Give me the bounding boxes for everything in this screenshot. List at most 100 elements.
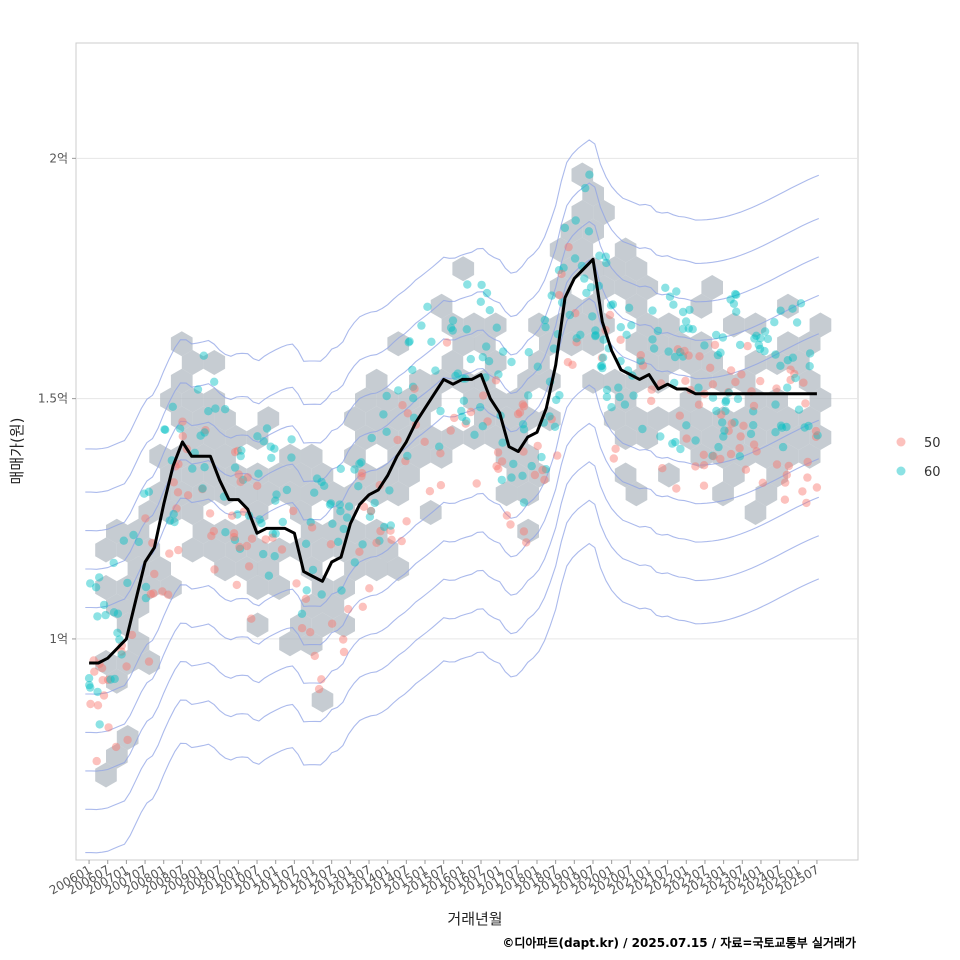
point-60 — [462, 325, 471, 334]
point-60 — [367, 433, 376, 443]
point-60 — [614, 383, 623, 392]
point-50 — [122, 662, 131, 671]
point-60 — [458, 412, 467, 422]
point-60 — [554, 266, 564, 275]
point-60 — [497, 475, 506, 485]
point-60 — [616, 323, 625, 332]
hexbin-cell — [614, 275, 637, 300]
hexbin-cell — [744, 312, 767, 338]
point-60 — [735, 452, 745, 461]
point-60 — [287, 453, 296, 462]
point-60 — [550, 422, 560, 431]
point-60 — [749, 407, 758, 416]
point-60 — [237, 446, 246, 455]
x-axis-title: 거래년월 — [447, 910, 502, 928]
hexbin-cell — [733, 406, 756, 432]
hexbin-cell — [723, 425, 745, 450]
point-50 — [513, 409, 523, 419]
point-60 — [86, 579, 95, 588]
point-60 — [576, 330, 585, 339]
point-50 — [699, 481, 709, 490]
hexbin-cell — [376, 387, 399, 413]
point-50 — [297, 624, 307, 633]
density-contour — [85, 182, 820, 493]
scatter-point-layer — [84, 170, 822, 766]
point-60 — [271, 496, 280, 505]
point-50 — [675, 411, 684, 420]
point-60 — [805, 362, 814, 371]
point-60 — [760, 346, 769, 356]
point-60 — [596, 362, 606, 371]
point-50 — [790, 369, 799, 379]
hexbin-cell — [246, 612, 269, 638]
hexbin-cell — [430, 293, 453, 319]
point-60 — [582, 288, 591, 298]
hexbin-cell — [658, 312, 680, 338]
point-50 — [540, 475, 549, 484]
hexbin-cell — [441, 312, 464, 338]
point-50 — [680, 346, 689, 356]
point-50 — [149, 589, 158, 598]
point-50 — [557, 269, 566, 279]
point-60 — [792, 318, 802, 327]
hexbin-cell — [463, 387, 485, 413]
hexbin-cell — [636, 275, 659, 300]
point-60 — [113, 628, 122, 637]
y-axis: 1억 1.5억 2억 — [38, 151, 76, 646]
point-50 — [811, 432, 821, 441]
point-60 — [482, 342, 491, 351]
hexbin-cell — [365, 556, 388, 582]
hexbin-cell — [679, 350, 702, 375]
point-60 — [756, 334, 765, 343]
point-60 — [571, 216, 580, 225]
point-50 — [372, 538, 381, 547]
point-60 — [669, 300, 678, 309]
point-60 — [598, 353, 608, 362]
point-60 — [457, 406, 466, 416]
density-contour — [85, 297, 820, 609]
point-60 — [115, 635, 124, 644]
point-50 — [209, 527, 218, 536]
hexbin-cell — [571, 312, 594, 338]
hexbin-cell — [571, 237, 594, 263]
point-60 — [732, 290, 741, 299]
y-tick-label: 1.5억 — [38, 392, 68, 406]
point-60 — [494, 370, 503, 379]
point-60 — [204, 407, 213, 416]
point-50 — [236, 477, 245, 487]
point-60 — [427, 337, 436, 346]
point-60 — [271, 529, 280, 538]
hexbin-cell — [355, 537, 377, 563]
point-50 — [518, 400, 527, 409]
hexbin-cell — [355, 462, 377, 488]
hexbin-cell — [701, 275, 723, 300]
point-60 — [317, 477, 326, 487]
point-60 — [370, 498, 379, 508]
hexbin-cell — [755, 406, 778, 432]
point-60 — [459, 396, 469, 405]
point-60 — [106, 675, 115, 684]
point-60 — [405, 337, 414, 346]
point-60 — [312, 474, 322, 483]
point-50 — [253, 481, 262, 490]
point-50 — [786, 365, 795, 374]
point-60 — [788, 353, 798, 362]
point-50 — [86, 699, 95, 709]
point-60 — [518, 420, 528, 429]
point-60 — [615, 392, 624, 402]
point-60 — [509, 459, 518, 469]
point-60 — [782, 422, 791, 432]
point-50 — [812, 483, 822, 492]
point-50 — [786, 375, 795, 385]
point-60 — [476, 403, 485, 412]
point-60 — [732, 307, 741, 316]
point-60 — [350, 558, 359, 567]
hexbin-cell — [398, 462, 420, 488]
point-60 — [140, 489, 149, 498]
point-50 — [673, 345, 682, 354]
point-60 — [676, 347, 685, 357]
point-60 — [721, 396, 731, 405]
point-50 — [658, 464, 667, 473]
hexbin-cell — [311, 537, 334, 563]
